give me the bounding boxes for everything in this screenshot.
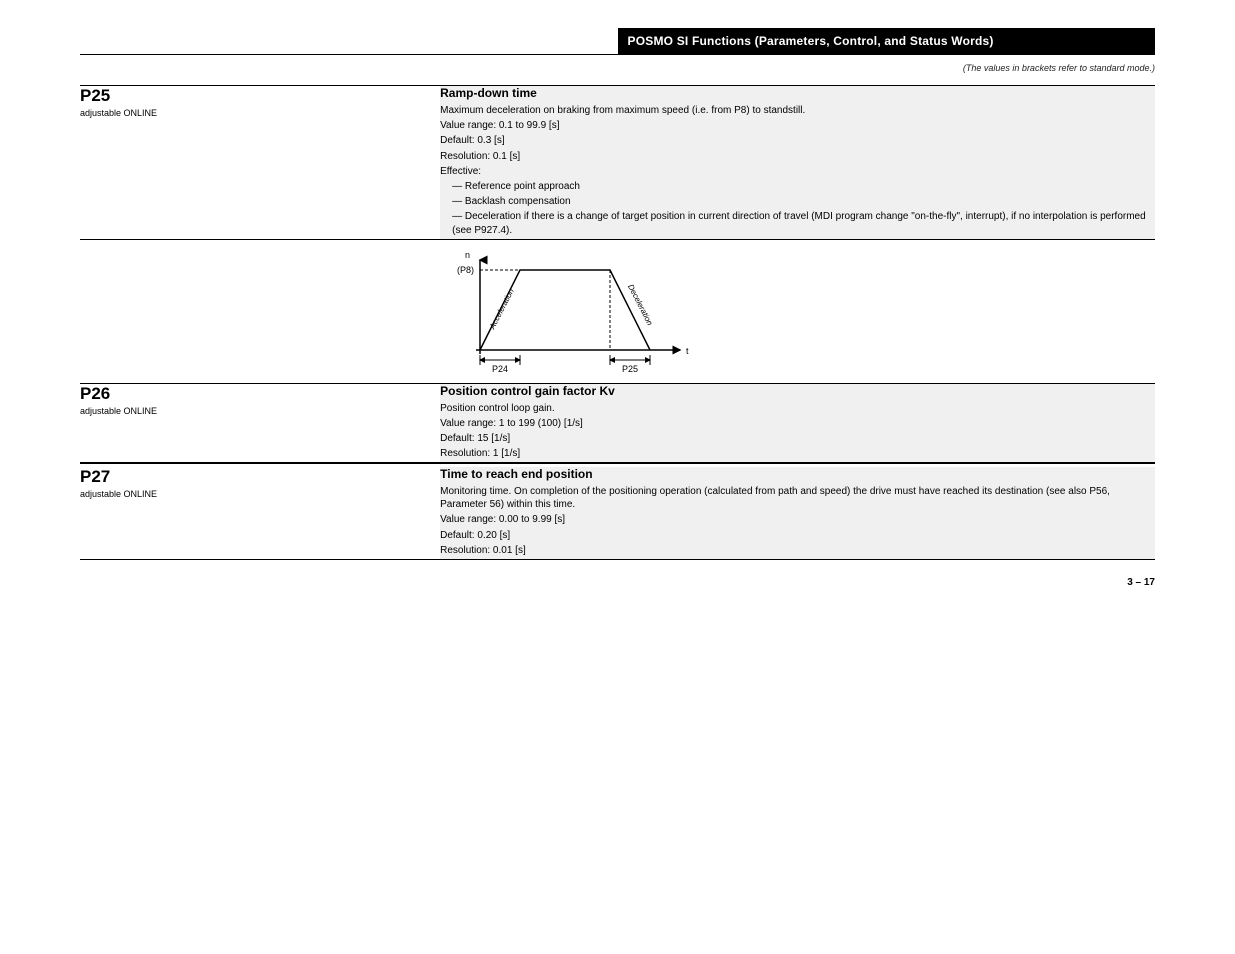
svg-text:t: t bbox=[686, 346, 689, 356]
param-line: Value range: 1 to 199 (100) [1/s] bbox=[440, 418, 583, 429]
param-title: Ramp-down time bbox=[440, 86, 1155, 100]
svg-text:Acceleration: Acceleration bbox=[487, 286, 516, 331]
param-line: Default: 15 [1/s] bbox=[440, 433, 510, 444]
param-id: P25 bbox=[80, 86, 440, 106]
svg-text:Deceleration: Deceleration bbox=[626, 282, 655, 327]
page-number: 3 – 17 bbox=[1127, 577, 1155, 588]
param-line: Position control loop gain. bbox=[440, 403, 555, 414]
param-id: P26 bbox=[80, 384, 440, 404]
param-body: Maximum deceleration on braking from max… bbox=[440, 104, 1155, 237]
param-body: Position control loop gain. Value range:… bbox=[440, 402, 1155, 461]
param-line: Resolution: 0.1 [s] bbox=[440, 151, 520, 162]
param-line: Default: 0.20 [s] bbox=[440, 530, 510, 541]
param-line: — Deceleration if there is a change of t… bbox=[452, 211, 1146, 235]
param-title: Position control gain factor Kv bbox=[440, 384, 1155, 398]
param-type: adjustable ONLINE bbox=[80, 108, 440, 118]
param-id: P27 bbox=[80, 467, 440, 487]
table-row: P26 adjustable ONLINE Position control g… bbox=[80, 384, 1155, 463]
svg-text:n: n bbox=[465, 250, 470, 260]
header-subtitle: (The values in brackets refer to standar… bbox=[80, 59, 1155, 85]
header-title: POSMO SI Functions (Parameters, Control,… bbox=[618, 28, 1156, 54]
param-type: adjustable ONLINE bbox=[80, 489, 440, 499]
param-body: Monitoring time. On completion of the po… bbox=[440, 485, 1155, 557]
param-line: Resolution: 0.01 [s] bbox=[440, 545, 526, 556]
svg-text:P25: P25 bbox=[622, 364, 638, 374]
param-line: Resolution: 1 [1/s] bbox=[440, 448, 520, 459]
param-type: adjustable ONLINE bbox=[80, 406, 440, 416]
param-title: Time to reach end position bbox=[440, 467, 1155, 481]
param-line: Default: 0.3 [s] bbox=[440, 135, 504, 146]
param-line: — Backlash compensation bbox=[452, 196, 570, 207]
param-line: Maximum deceleration on braking from max… bbox=[440, 105, 805, 116]
param-line: Effective: bbox=[440, 166, 481, 177]
param-line: Value range: 0.00 to 9.99 [s] bbox=[440, 514, 565, 525]
trapezoid-diagram: n t (P8) P24 P25 Acceleration Deceleration bbox=[440, 240, 700, 380]
header-left-spacer bbox=[80, 32, 618, 54]
params-table: P25 adjustable ONLINE Ramp-down time Max… bbox=[80, 85, 1155, 560]
figure-row: n t (P8) P24 P25 Acceleration Deceleration bbox=[80, 240, 1155, 384]
param-line: Monitoring time. On completion of the po… bbox=[440, 486, 1110, 510]
svg-text:(P8): (P8) bbox=[457, 265, 474, 275]
svg-text:P24: P24 bbox=[492, 364, 508, 374]
header-bar: POSMO SI Functions (Parameters, Control,… bbox=[80, 28, 1155, 55]
table-row: P25 adjustable ONLINE Ramp-down time Max… bbox=[80, 86, 1155, 239]
table-row: P27 adjustable ONLINE Time to reach end … bbox=[80, 467, 1155, 559]
param-line: Value range: 0.1 to 99.9 [s] bbox=[440, 120, 559, 131]
param-line: — Reference point approach bbox=[452, 181, 580, 192]
